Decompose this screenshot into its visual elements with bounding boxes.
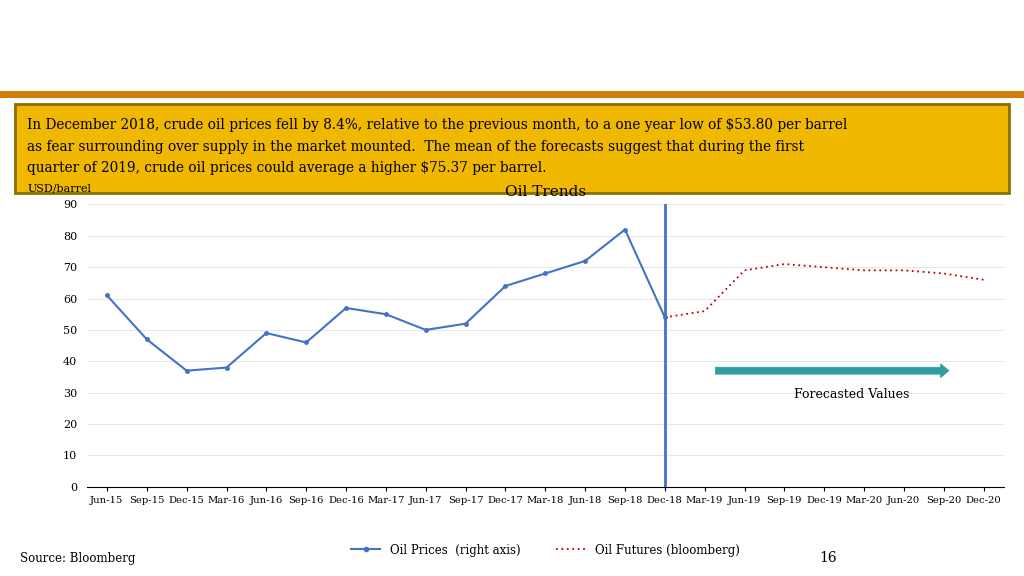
Text: 16: 16 bbox=[819, 551, 837, 564]
Bar bbox=[0, 91, 1024, 98]
Oil Prices (right axis) bbox=[460, 320, 472, 327]
Oil Prices (right axis) bbox=[658, 314, 671, 321]
Text: USD/barrel: USD/barrel bbox=[28, 183, 91, 193]
Oil Futures (bloomberg) bbox=[778, 260, 791, 267]
Oil Prices (right axis) bbox=[380, 311, 392, 318]
Oil Futures (bloomberg) bbox=[938, 270, 950, 277]
Oil Prices (right axis) bbox=[539, 270, 551, 277]
Text: Forecasted Values: Forecasted Values bbox=[795, 388, 909, 401]
Line: Oil Prices (right axis): Oil Prices (right axis) bbox=[105, 228, 667, 373]
Oil Futures (bloomberg) bbox=[858, 267, 870, 274]
Oil Prices (right axis) bbox=[100, 292, 113, 299]
Oil Prices (right axis) bbox=[340, 305, 352, 312]
Oil Prices (right axis) bbox=[260, 329, 272, 336]
Line: Oil Futures (bloomberg): Oil Futures (bloomberg) bbox=[665, 264, 984, 317]
Oil Prices (right axis) bbox=[220, 364, 232, 371]
Oil Prices (right axis) bbox=[140, 336, 153, 343]
Text: Source: Bloomberg: Source: Bloomberg bbox=[20, 552, 136, 564]
Oil Prices (right axis) bbox=[579, 257, 591, 264]
Text: In December 2018, crude oil prices fell by 8.4%, relative to the previous month,: In December 2018, crude oil prices fell … bbox=[28, 119, 848, 175]
Oil Futures (bloomberg) bbox=[898, 267, 910, 274]
Oil Prices (right axis) bbox=[180, 367, 193, 374]
Oil Prices (right axis) bbox=[618, 226, 631, 233]
Oil Futures (bloomberg) bbox=[738, 267, 751, 274]
Oil Futures (bloomberg) bbox=[658, 314, 671, 321]
Text: Oil Price Trends: Oil Price Trends bbox=[360, 25, 664, 58]
Oil Prices (right axis) bbox=[300, 339, 312, 346]
Oil Futures (bloomberg) bbox=[978, 276, 990, 283]
FancyBboxPatch shape bbox=[15, 104, 1009, 193]
Oil Prices (right axis) bbox=[420, 327, 432, 334]
Oil Prices (right axis) bbox=[500, 283, 512, 290]
Title: Oil Trends: Oil Trends bbox=[505, 185, 586, 199]
Legend: Oil Prices  (right axis), Oil Futures (bloomberg): Oil Prices (right axis), Oil Futures (bl… bbox=[346, 539, 744, 561]
Oil Futures (bloomberg) bbox=[818, 264, 830, 271]
Oil Futures (bloomberg) bbox=[698, 308, 711, 314]
